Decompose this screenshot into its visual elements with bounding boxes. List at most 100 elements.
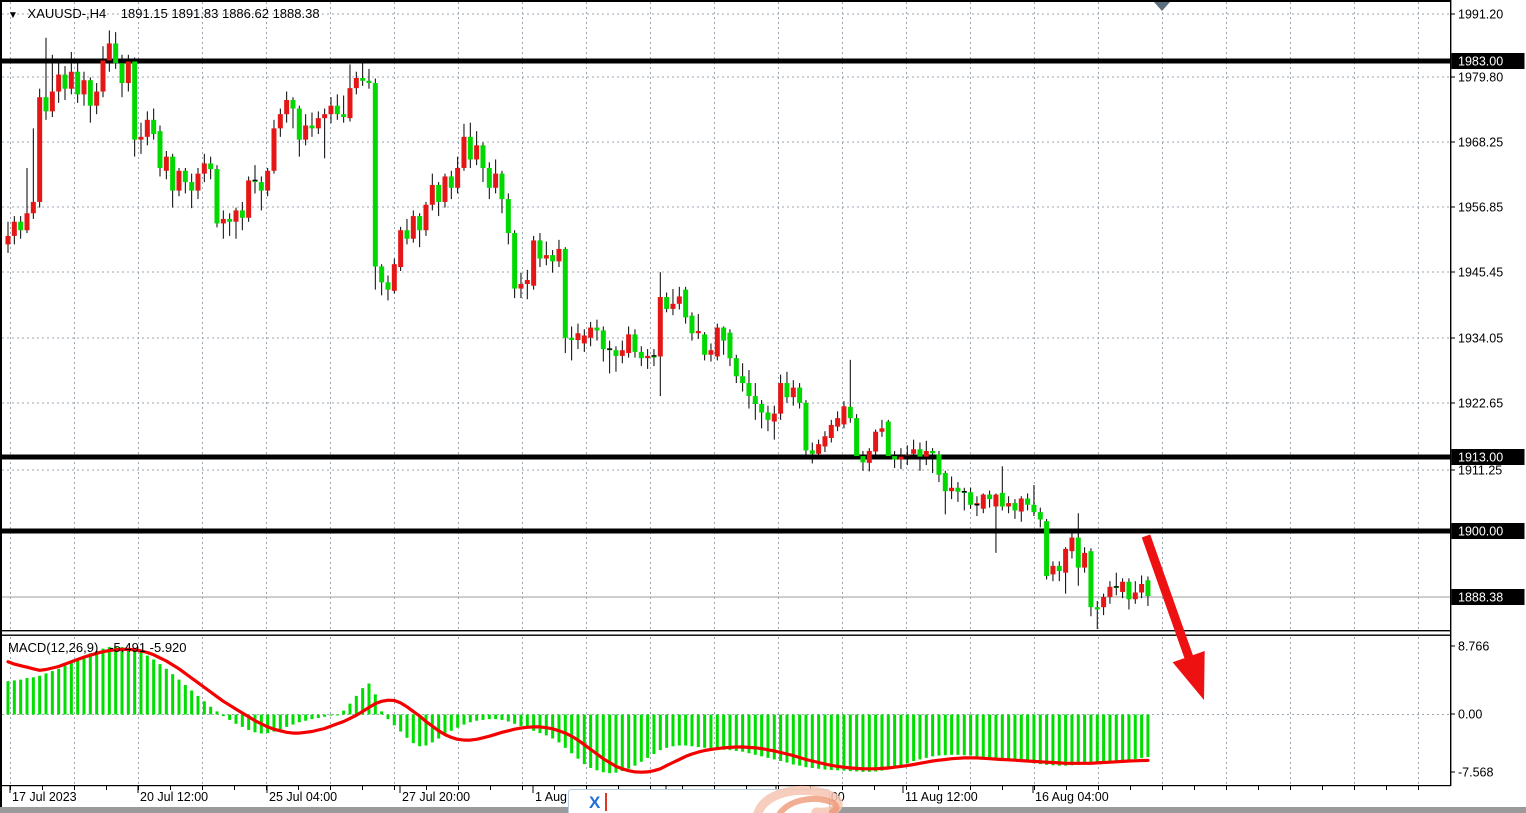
macd-bar xyxy=(411,714,415,744)
candle-body xyxy=(417,216,423,231)
macd-bar xyxy=(1095,714,1099,764)
candle-body xyxy=(1050,565,1056,575)
candle-body xyxy=(778,383,784,414)
macd-bar xyxy=(747,714,751,754)
candle-body xyxy=(499,173,505,200)
candle-body xyxy=(1075,537,1081,568)
macd-bar xyxy=(880,714,884,771)
macd-bar xyxy=(760,714,764,757)
macd-bar xyxy=(152,659,156,715)
candle-body xyxy=(372,83,378,267)
macd-bar xyxy=(449,714,453,731)
candle-body xyxy=(1063,548,1069,573)
macd-bar xyxy=(899,714,903,766)
macd-bar xyxy=(551,714,555,739)
macd-bar xyxy=(1108,714,1112,763)
candle-body xyxy=(56,74,62,92)
macd-bar xyxy=(19,679,23,715)
candle-body xyxy=(790,387,796,398)
candle-body xyxy=(835,418,841,427)
macd-bar xyxy=(82,656,86,715)
macd-bar xyxy=(962,714,966,756)
candle-body xyxy=(816,444,822,454)
candle-body xyxy=(493,173,499,188)
candle-body xyxy=(626,334,632,354)
level-line-1913.00[interactable] xyxy=(2,454,1450,460)
macd-bar xyxy=(1057,714,1061,766)
macd-bar xyxy=(443,714,447,735)
macd-bar xyxy=(836,714,840,771)
candle-body xyxy=(461,136,467,168)
macd-bar xyxy=(297,714,301,723)
dropdown-triangle-icon[interactable]: ▼ xyxy=(8,10,18,21)
candle-body xyxy=(581,335,587,344)
macd-bar xyxy=(513,714,517,724)
level-line-1900.00[interactable] xyxy=(2,528,1450,534)
text-input-overlay[interactable]: X xyxy=(568,789,830,813)
candle-body xyxy=(144,119,150,137)
candle-body xyxy=(271,128,277,171)
macd-bar xyxy=(658,714,662,751)
macd-bar xyxy=(994,714,998,759)
macd-bar xyxy=(912,714,916,761)
candle-body xyxy=(879,428,885,432)
candle-body xyxy=(100,60,106,92)
candle-body xyxy=(68,71,74,89)
candle-body xyxy=(721,327,727,341)
candle-body xyxy=(43,97,49,112)
down-arrow-annotation[interactable] xyxy=(1141,534,1205,700)
candle-body xyxy=(632,334,638,352)
macd-bar xyxy=(696,714,700,748)
candle-body xyxy=(537,240,543,259)
symbol-timeframe-label: XAUUSD-,H4 xyxy=(27,6,107,21)
chart-shift-marker-icon[interactable] xyxy=(1154,2,1170,11)
candle-body xyxy=(1037,512,1043,520)
candle-body xyxy=(277,114,283,129)
candle-body xyxy=(841,406,847,425)
macd-bar xyxy=(532,714,536,731)
macd-bar xyxy=(240,714,244,727)
macd-bar xyxy=(506,714,510,722)
candle-body xyxy=(265,170,271,191)
candle-body xyxy=(258,182,264,191)
candle-body xyxy=(936,454,942,475)
macd-bar xyxy=(310,714,314,720)
candle-body xyxy=(740,376,746,384)
candle-body xyxy=(942,473,948,492)
price-label: 1934.05 xyxy=(1458,332,1503,346)
candle-body xyxy=(809,450,815,454)
candle-body xyxy=(328,105,334,115)
macd-bar xyxy=(329,714,333,716)
macd-bar xyxy=(50,671,54,715)
candle-body xyxy=(227,218,233,222)
price-label-highlight xyxy=(1451,523,1525,539)
candle-body xyxy=(30,201,36,214)
level-line-1983.00[interactable] xyxy=(2,58,1450,64)
macd-bar xyxy=(209,706,213,715)
candle-body xyxy=(860,456,866,463)
candle-body xyxy=(892,456,898,460)
candle-body xyxy=(930,450,936,454)
macd-bar xyxy=(405,714,409,738)
macd-bar xyxy=(133,650,137,715)
price-axis: 1991.20 1983.00 1979.80 1968.25 1956.85 1945.… xyxy=(1450,8,1525,780)
macd-bar xyxy=(107,647,111,715)
candle-body xyxy=(638,351,644,359)
macd-bar xyxy=(639,714,643,762)
macd-axis-label: 0.00 xyxy=(1458,708,1482,722)
time-label: 20 Jul 12:00 xyxy=(140,790,208,804)
macd-bar xyxy=(361,688,365,715)
candle-body xyxy=(1107,586,1113,598)
macd-bar xyxy=(817,714,821,769)
candle-body xyxy=(138,136,144,140)
candle-body xyxy=(866,450,872,463)
candle-body xyxy=(518,284,524,289)
macd-bar xyxy=(855,714,859,772)
price-label: 1968.25 xyxy=(1458,136,1503,150)
candle-body xyxy=(385,282,391,290)
macd-bar xyxy=(1026,714,1030,763)
macd-bar xyxy=(646,714,650,758)
candle-body xyxy=(81,80,87,95)
macd-bar xyxy=(1076,714,1080,765)
